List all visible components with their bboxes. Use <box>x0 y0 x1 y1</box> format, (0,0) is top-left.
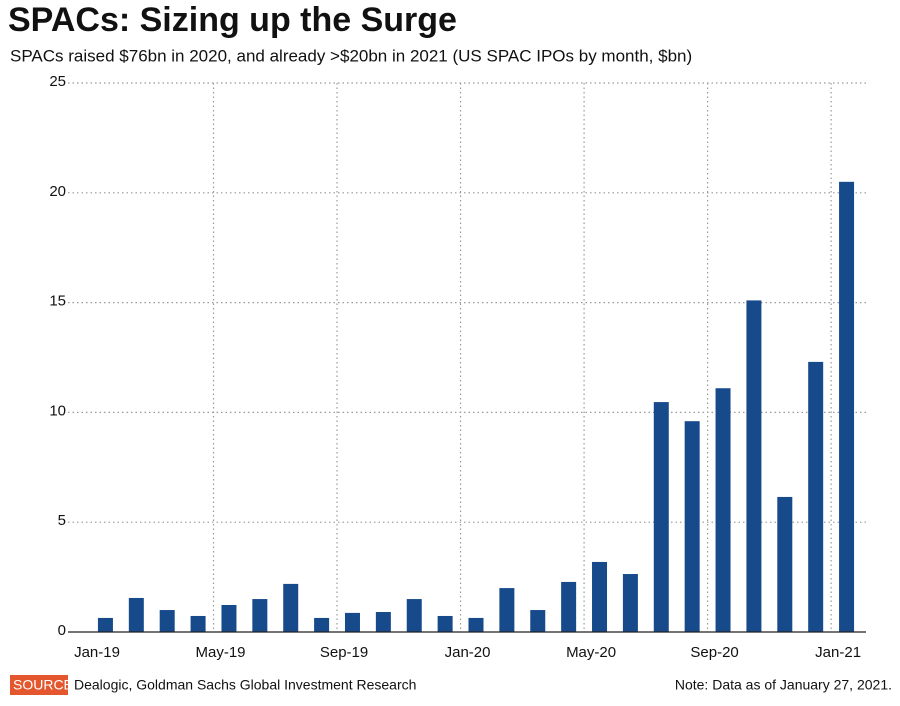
bar <box>561 581 577 632</box>
x-tick-label: Sep-20 <box>690 644 738 661</box>
bar <box>159 610 175 632</box>
chart-title: SPACs: Sizing up the Surge <box>8 1 457 39</box>
bar <box>592 561 608 632</box>
y-tick-label: 5 <box>58 512 66 529</box>
bar <box>221 604 237 632</box>
x-tick-label: May-19 <box>196 644 246 661</box>
bar <box>715 388 731 632</box>
bar <box>530 610 546 632</box>
y-tick-label: 25 <box>49 73 66 90</box>
x-tick-label: Sep-19 <box>320 644 368 661</box>
source-label: SOURCE <box>13 677 73 693</box>
bar <box>622 574 638 632</box>
bar <box>499 588 515 632</box>
bar <box>839 181 855 632</box>
bar <box>777 496 793 632</box>
bar <box>283 583 299 632</box>
bar <box>375 612 391 632</box>
bar <box>437 615 453 632</box>
source: Dealogic, Goldman Sachs Global Investmen… <box>74 677 416 693</box>
y-tick-label: 0 <box>58 622 66 639</box>
y-tick-label: 20 <box>49 183 66 200</box>
bar <box>684 421 700 632</box>
bar <box>653 402 669 632</box>
x-tick-label: May-20 <box>566 644 616 661</box>
bar <box>344 612 360 632</box>
bar <box>190 615 206 632</box>
y-tick-label: 10 <box>49 402 66 419</box>
bar <box>128 597 144 632</box>
bar <box>746 300 762 632</box>
x-tick-label: Jan-20 <box>445 644 491 661</box>
bar <box>406 599 422 632</box>
bar <box>314 617 330 632</box>
bar <box>97 617 113 632</box>
y-tick-label: 15 <box>49 293 66 310</box>
bar <box>808 361 824 632</box>
bar <box>468 617 484 632</box>
source-badge <box>10 675 68 695</box>
x-tick-label: Jan-21 <box>815 644 861 661</box>
bar <box>252 599 268 632</box>
x-tick-label: Jan-19 <box>74 644 120 661</box>
note: Note: Data as of January 27, 2021. <box>675 677 892 693</box>
chart-subtitle: SPACs raised $76bn in 2020, and already … <box>10 46 692 65</box>
